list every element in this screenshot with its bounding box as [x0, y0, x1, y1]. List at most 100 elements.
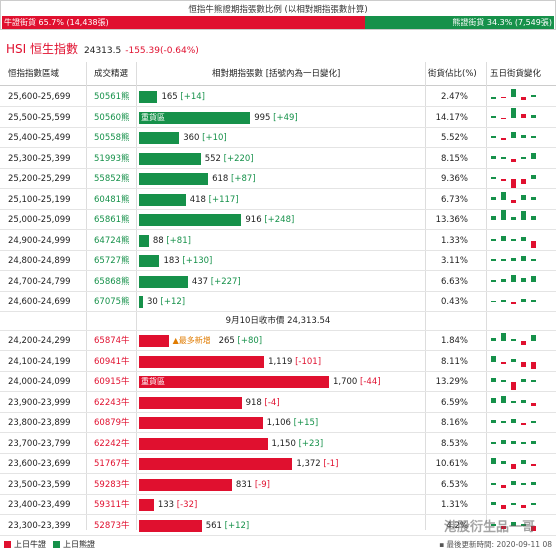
- most-added-tag: ▲最多新增: [172, 336, 211, 345]
- contracts-value: 561 [+12]: [206, 516, 250, 536]
- index-name[interactable]: HSI 恒生指數: [6, 42, 78, 56]
- contracts-change: [-1]: [323, 459, 339, 469]
- row-code-link[interactable]: 60915牛: [94, 377, 130, 387]
- table-row: 24,200-24,299 65874牛 ▲最多新增 265 [+80] 1.84%: [0, 331, 556, 351]
- sparkline-bar: [531, 335, 536, 341]
- row-code-link[interactable]: 62243牛: [94, 397, 130, 408]
- contracts-number: 1,700: [333, 377, 361, 387]
- sparkline-bar: [531, 464, 536, 466]
- sparkline-bar: [521, 482, 526, 485]
- contracts-change: [-32]: [176, 500, 198, 510]
- five-day-sparkline: [491, 274, 536, 282]
- contracts-value: 1,372 [-1]: [296, 454, 338, 474]
- row-code-link[interactable]: 51767牛: [94, 459, 130, 469]
- contracts-change: [-101]: [295, 356, 322, 367]
- row-code-link[interactable]: 50560熊: [94, 112, 130, 123]
- contracts-value: 360 [+10]: [183, 128, 227, 148]
- row-code-link[interactable]: 67075熊: [94, 297, 130, 307]
- contracts-change: [+10]: [202, 133, 227, 143]
- sparkline-bar: [511, 199, 516, 203]
- header-five-day: 五日街貨變化: [490, 69, 542, 79]
- row-percent: 8.53%: [440, 438, 468, 449]
- contracts-number: 360: [183, 133, 203, 143]
- contracts-bar: [139, 214, 242, 226]
- sparkline-bar: [511, 503, 516, 505]
- contracts-bar: 重貨區: [139, 111, 251, 124]
- table-row: 23,800-23,899 60879牛 1,106 [+15] 8.16%: [0, 413, 556, 433]
- contracts-value: 1,700 [-44]: [333, 372, 381, 392]
- sparkline-bar: [531, 175, 536, 179]
- sparkline-bar: [511, 89, 516, 97]
- column-divider: [136, 62, 137, 530]
- row-code-link[interactable]: 50561熊: [94, 92, 130, 102]
- sparkline-bar: [491, 502, 496, 505]
- row-code-link[interactable]: 62242牛: [94, 438, 130, 449]
- sparkline-bar: [531, 259, 536, 261]
- contracts-change: [-9]: [254, 479, 270, 490]
- five-day-sparkline: [491, 132, 536, 140]
- row-code-link[interactable]: 60879牛: [94, 418, 130, 428]
- contracts-bar: [139, 335, 169, 347]
- row-code-link[interactable]: 65727熊: [94, 256, 130, 266]
- table-row: 24,700-24,799 65868熊 437 [+227] 6.63%: [0, 272, 556, 292]
- row-percent: 0.43%: [440, 297, 468, 307]
- contracts-value: 30 [+12]: [147, 292, 185, 312]
- row-code-link[interactable]: 59311牛: [94, 500, 130, 510]
- row-range: 25,100-25,199: [8, 194, 71, 205]
- row-code-link[interactable]: 65868熊: [94, 276, 130, 287]
- contracts-change: [+81]: [166, 235, 191, 246]
- contracts-value: 831 [-9]: [236, 475, 270, 495]
- sparkline-bar: [501, 421, 506, 423]
- five-day-sparkline: [491, 191, 536, 203]
- row-code-link[interactable]: 65861熊: [94, 215, 130, 225]
- sparkline-bar: [491, 177, 496, 179]
- header-code: 成交精選: [94, 69, 129, 79]
- sparkline-bar: [501, 484, 506, 488]
- row-code-link[interactable]: 55852熊: [94, 174, 130, 184]
- table-row: 23,900-23,999 62243牛 918 [-4] 6.59%: [0, 393, 556, 413]
- five-day-sparkline: [491, 419, 536, 425]
- contracts-number: 916: [245, 215, 265, 225]
- sparkline-bar: [501, 439, 506, 444]
- sparkline-bar: [531, 114, 536, 118]
- heavy-zone-tag: 重貨區: [141, 112, 165, 122]
- row-code-link[interactable]: 60941牛: [94, 356, 130, 367]
- row-code-link[interactable]: 59283牛: [94, 479, 130, 490]
- table-row: 24,900-24,999 64724熊 88 [+81] 1.33%: [0, 231, 556, 251]
- row-code-link[interactable]: 64724熊: [94, 235, 130, 246]
- sparkline-bar: [511, 179, 516, 188]
- five-day-sparkline: [491, 235, 536, 248]
- sparkline-bar: [501, 395, 506, 403]
- sparkline-bar: [491, 458, 496, 464]
- contracts-value: 88 [+81]: [153, 231, 191, 251]
- sparkline-bar: [531, 240, 536, 248]
- sparkline-bar: [491, 238, 496, 241]
- row-code-link[interactable]: 65874牛: [94, 336, 130, 346]
- sparkline-bar: [511, 302, 516, 304]
- five-day-sparkline: [491, 480, 536, 488]
- contracts-change: [+12]: [160, 297, 186, 307]
- sparkline-bar: [501, 380, 506, 382]
- sparkline-bar: [511, 521, 516, 526]
- sparkline-bar: [511, 419, 516, 423]
- row-range: 24,600-24,699: [8, 297, 71, 307]
- row-code-link[interactable]: 60481熊: [94, 194, 130, 205]
- sparkline-bar: [521, 277, 526, 282]
- row-range: 23,500-23,599: [8, 479, 71, 490]
- contracts-bar: [139, 355, 265, 368]
- row-percent: 1.31%: [440, 500, 468, 510]
- row-range: 24,700-24,799: [8, 276, 71, 287]
- sparkline-bar: [521, 299, 526, 302]
- contracts-change: [+15]: [293, 418, 319, 428]
- row-code-link[interactable]: 51993熊: [94, 153, 130, 164]
- sparkline-bar: [511, 217, 516, 220]
- sparkline-bar: [531, 152, 536, 159]
- row-range: 25,400-25,499: [8, 133, 71, 143]
- contracts-bar: [139, 132, 180, 144]
- last-updated: ▪ 最後更新時間: 2020-09-11 08: [439, 540, 552, 549]
- row-code-link[interactable]: 50558熊: [94, 133, 130, 143]
- sparkline-bar: [491, 523, 496, 526]
- sparkline-bar: [521, 113, 526, 118]
- sparkline-bar: [531, 440, 536, 444]
- row-code-link[interactable]: 52873牛: [94, 520, 130, 531]
